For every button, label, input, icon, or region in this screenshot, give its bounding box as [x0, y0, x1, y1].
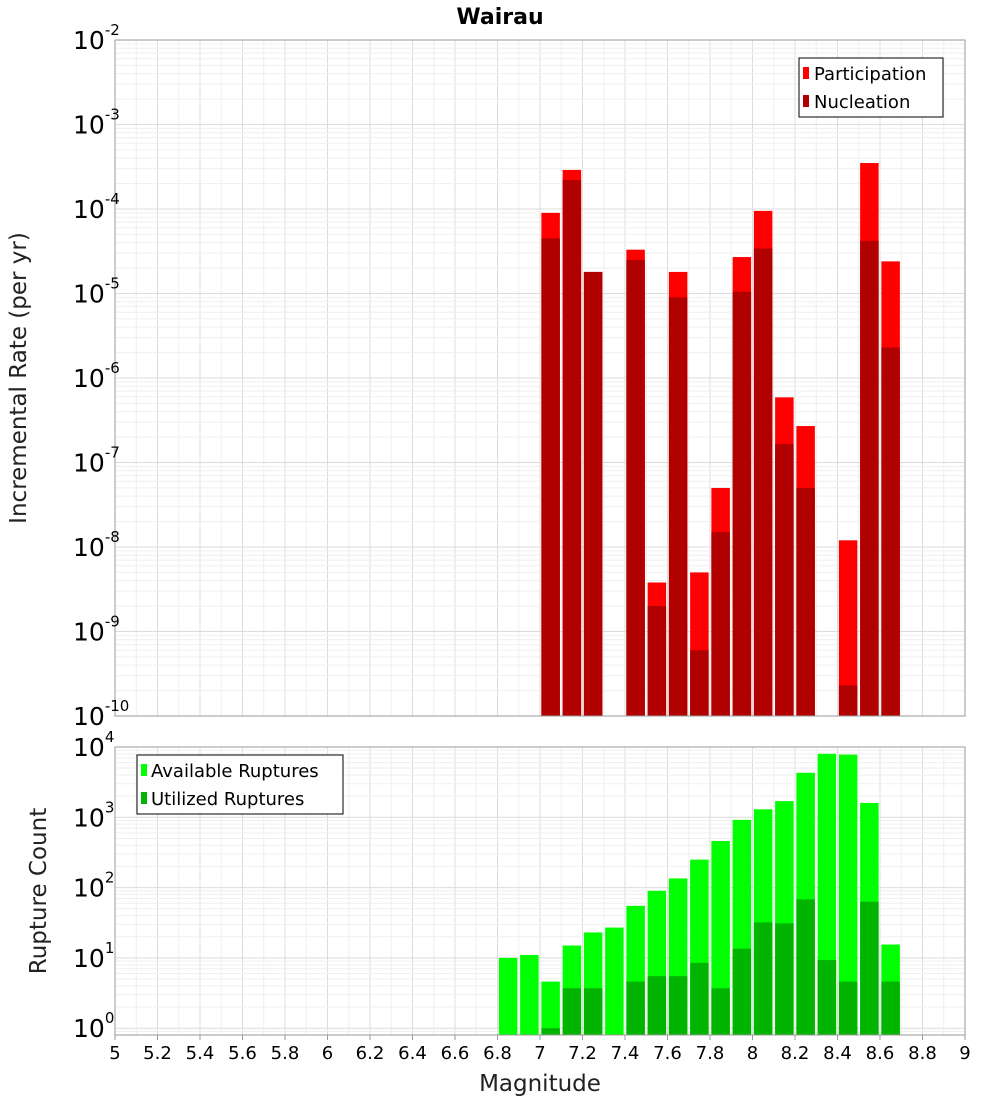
y-tick-label: 100	[73, 1009, 114, 1043]
rate-plot-bars	[541, 163, 900, 717]
y-tick-label: 102	[73, 869, 114, 903]
utilized-ruptures-bar	[668, 976, 688, 1035]
count-legend-box	[136, 754, 344, 815]
nucleation-bar	[711, 532, 730, 716]
rate-plot-y-ticks: 10-10 10-9 10-8 10-7 10-6 10-5 10-4 10-3 10-2	[73, 21, 129, 731]
x-tick-label: 6	[322, 1043, 333, 1064]
utilized-ruptures-bar	[732, 948, 752, 1035]
y-tick-label: 10-4	[73, 190, 120, 224]
utilized-ruptures-bar	[690, 962, 709, 1035]
nucleation-bar	[690, 650, 709, 716]
utilized-ruptures-bar	[796, 899, 815, 1035]
x-tick-label: 5.2	[143, 1043, 172, 1064]
y-tick-label: 104	[73, 728, 114, 762]
nucleation-bar	[753, 248, 773, 716]
y-tick-label: 103	[73, 798, 114, 832]
count-plot-x-axis-title: Magnitude	[479, 1071, 601, 1097]
utilized-ruptures-bar	[562, 988, 582, 1035]
y-tick-label: 10-6	[73, 359, 120, 393]
x-tick-label: 6.4	[398, 1043, 427, 1064]
participation-bar	[838, 540, 858, 716]
utilized-legend-swatch	[141, 792, 147, 804]
available-ruptures-bar	[498, 957, 518, 1035]
y-tick-label: 10-2	[73, 21, 120, 55]
x-tick-label: 5.6	[228, 1043, 257, 1064]
count-plot-bars	[498, 753, 900, 1035]
nucleation-bar	[881, 347, 900, 716]
y-tick-label: 10-9	[73, 613, 120, 647]
nucleation-bar	[647, 606, 667, 716]
count-legend: Available Ruptures Utilized Ruptures	[136, 754, 344, 815]
nucleation-bar	[626, 259, 645, 716]
x-tick-label: 8.8	[908, 1043, 937, 1064]
utilized-ruptures-bar	[860, 901, 879, 1035]
nucleation-bar	[796, 487, 815, 716]
nucleation-bar	[668, 297, 688, 716]
y-tick-label: 10-8	[73, 528, 120, 562]
count-plot-y-ticks: 100 101 102 103 104	[73, 728, 114, 1043]
nucleation-bar	[860, 240, 879, 716]
x-tick-label: 8	[747, 1043, 758, 1064]
nucleation-bar	[732, 291, 752, 716]
nucleation-legend-label: Nucleation	[814, 92, 910, 113]
x-tick-label: 5	[109, 1043, 120, 1064]
available-ruptures-bar	[838, 754, 858, 1035]
utilized-ruptures-bar	[583, 988, 603, 1035]
x-tick-label: 6.2	[356, 1043, 385, 1064]
x-tick-label: 7	[534, 1043, 545, 1064]
x-tick-label: 6.8	[483, 1043, 512, 1064]
x-tick-label: 6.6	[441, 1043, 470, 1064]
nucleation-bar	[541, 238, 560, 717]
utilized-ruptures-bar	[647, 976, 667, 1035]
available-legend-label: Available Ruptures	[151, 761, 319, 782]
available-ruptures-bar	[520, 954, 539, 1035]
nucleation-bar	[838, 685, 858, 716]
rate-plot: 10-10 10-9 10-8 10-7 10-6 10-5 10-4 10-3 10-2 In…	[6, 21, 966, 731]
utilized-ruptures-bar	[775, 923, 794, 1035]
nucleation-bar	[775, 444, 794, 716]
utilized-ruptures-bar	[541, 1028, 560, 1035]
available-legend-swatch	[141, 764, 147, 776]
participation-legend-swatch	[803, 67, 809, 79]
utilized-ruptures-bar	[626, 981, 645, 1035]
available-ruptures-bar	[711, 841, 730, 1035]
x-tick-label: 5.4	[186, 1043, 215, 1064]
utilized-ruptures-bar	[753, 922, 773, 1035]
rate-legend-box	[798, 57, 944, 118]
utilized-ruptures-bar	[881, 981, 900, 1035]
x-tick-label: 7.8	[696, 1043, 725, 1064]
count-plot: 100 101 102 103 104 5 5.2 5.4 5.6 5.8 6 6.2 6.4 6.6 6…	[26, 728, 971, 1097]
participation-legend-label: Participation	[814, 64, 926, 85]
rate-legend: Participation Nucleation	[798, 57, 944, 118]
x-tick-label: 9	[959, 1043, 970, 1064]
rate-plot-grid	[114, 39, 966, 717]
x-tick-label: 7.4	[611, 1043, 640, 1064]
x-tick-label: 8.2	[781, 1043, 810, 1064]
utilized-legend-label: Utilized Ruptures	[151, 789, 304, 810]
nucleation-bar	[583, 271, 603, 716]
chart-title: Wairau	[456, 5, 543, 30]
nucleation-legend-swatch	[803, 95, 809, 107]
y-tick-label: 10-5	[73, 275, 120, 309]
x-tick-label: 8.6	[866, 1043, 895, 1064]
nucleation-bar	[562, 180, 582, 716]
x-tick-label: 7.2	[568, 1043, 597, 1064]
y-tick-label: 101	[73, 939, 114, 973]
x-tick-label: 7.6	[653, 1043, 682, 1064]
y-tick-label: 10-7	[73, 444, 120, 478]
rate-plot-y-axis-title: Incremental Rate (per yr)	[6, 232, 32, 524]
y-tick-label: 10-10	[73, 697, 129, 731]
utilized-ruptures-bar	[711, 988, 730, 1035]
available-ruptures-bar	[541, 981, 560, 1035]
count-plot-x-ticks: 5 5.2 5.4 5.6 5.8 6 6.2 6.4 6.6 6.8 7 7.2 7.4 7.6 7.8 8…	[109, 1035, 971, 1064]
x-tick-label: 5.8	[271, 1043, 300, 1064]
utilized-ruptures-bar	[817, 960, 837, 1035]
x-tick-label: 8.4	[823, 1043, 852, 1064]
y-tick-label: 10-3	[73, 106, 120, 140]
rate-plot-frame	[114, 39, 966, 717]
available-ruptures-bar	[605, 927, 624, 1035]
count-plot-y-axis-title: Rupture Count	[26, 808, 52, 974]
utilized-ruptures-bar	[838, 981, 858, 1035]
